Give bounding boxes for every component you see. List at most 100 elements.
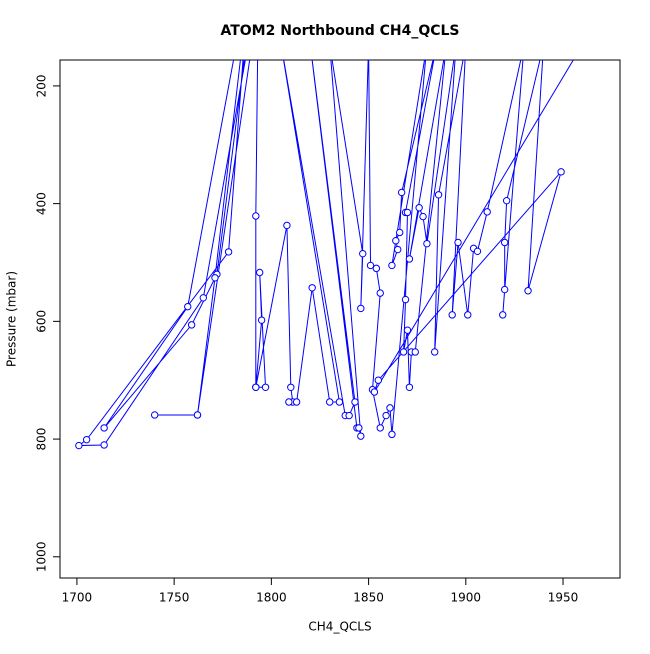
x-tick-label: 1800: [256, 591, 287, 605]
y-tick-label: 400: [35, 192, 49, 215]
data-point: [424, 41, 430, 47]
data-point: [100, 441, 108, 449]
data-point: [308, 284, 316, 292]
data-point: [403, 326, 412, 334]
data-point: [433, 41, 439, 47]
data-point: [401, 295, 410, 304]
data-point: [261, 383, 270, 391]
data-point: [502, 196, 511, 205]
data-point: [376, 424, 384, 432]
data-point: [557, 168, 565, 176]
plot-area: [75, 41, 585, 450]
data-point: [392, 237, 400, 245]
data-point: [448, 311, 456, 319]
data-point: [287, 383, 295, 391]
data-point: [193, 411, 202, 419]
data-point: [403, 208, 412, 217]
data-point: [326, 41, 332, 47]
x-axis-label: CH4_QCLS: [308, 620, 371, 634]
data-point: [419, 212, 427, 221]
data-point: [376, 289, 384, 297]
x-tick-label: 1750: [159, 591, 190, 605]
data-point: [255, 41, 261, 47]
data-point: [524, 287, 532, 295]
y-tick-label: 1000: [35, 542, 49, 573]
data-point: [399, 348, 408, 356]
data-point: [388, 430, 396, 439]
data-point: [325, 398, 334, 406]
y-tick-label: 600: [35, 310, 49, 333]
data-point: [394, 245, 402, 254]
data-point: [370, 388, 379, 396]
data-point: [239, 41, 245, 47]
data-point: [405, 383, 414, 391]
chart-title: ATOM2 Northbound CH4_QCLS: [220, 23, 459, 39]
data-point: [386, 404, 394, 412]
data-point: [283, 221, 291, 230]
data-point: [443, 41, 449, 47]
data-point: [473, 247, 482, 256]
x-tick-label: 1850: [353, 591, 384, 605]
data-point: [199, 294, 208, 302]
data-point: [233, 41, 239, 47]
data-point: [464, 311, 472, 319]
data-point: [249, 41, 255, 47]
data-point: [395, 228, 404, 237]
data-point: [415, 204, 423, 212]
data-point: [355, 424, 363, 432]
data-point: [430, 348, 439, 356]
data-point: [521, 41, 527, 47]
data-point: [454, 238, 462, 247]
data-point: [75, 441, 83, 450]
data-point: [351, 398, 359, 406]
data-point: [292, 398, 301, 406]
data-point: [374, 376, 383, 384]
data-point: [405, 255, 414, 263]
data-point: [423, 239, 431, 248]
data-point: [540, 41, 546, 47]
data-point: [365, 41, 371, 47]
y-tick-label: 800: [35, 428, 49, 451]
x-tick-label: 1950: [548, 591, 579, 605]
data-point: [434, 191, 443, 199]
data-point: [211, 274, 219, 282]
data-point: [388, 261, 396, 270]
data-point: [372, 264, 381, 273]
data-point: [499, 311, 507, 319]
data-point: [359, 249, 367, 258]
data-point: [345, 411, 353, 420]
data-point: [150, 411, 159, 419]
data-point: [184, 302, 192, 311]
data-point: [382, 411, 390, 420]
data-point: [357, 304, 365, 313]
data-point: [100, 424, 108, 432]
data-point: [224, 248, 233, 256]
data-point: [255, 268, 264, 277]
data-point: [500, 285, 509, 294]
data-point: [257, 316, 266, 324]
data-point: [278, 41, 284, 47]
x-tick-label: 1700: [62, 591, 93, 605]
data-point: [357, 432, 365, 440]
data-point: [241, 41, 247, 47]
data-point: [307, 41, 313, 47]
data-point: [463, 41, 469, 47]
y-axis-label: Pressure (mbar): [5, 271, 19, 367]
data-point: [579, 41, 585, 47]
data-point: [245, 41, 251, 47]
data-point: [285, 398, 293, 406]
data-point: [243, 41, 249, 47]
data-point: [82, 435, 91, 444]
data-point: [252, 212, 260, 220]
data-point: [187, 321, 196, 329]
data-point: [411, 348, 419, 356]
data-point: [500, 238, 509, 247]
data-point: [453, 41, 459, 47]
x-tick-label: 1900: [451, 591, 482, 605]
data-point: [252, 383, 260, 391]
data-point: [366, 261, 375, 270]
data-point: [335, 398, 344, 406]
plot-frame: [59, 59, 621, 579]
